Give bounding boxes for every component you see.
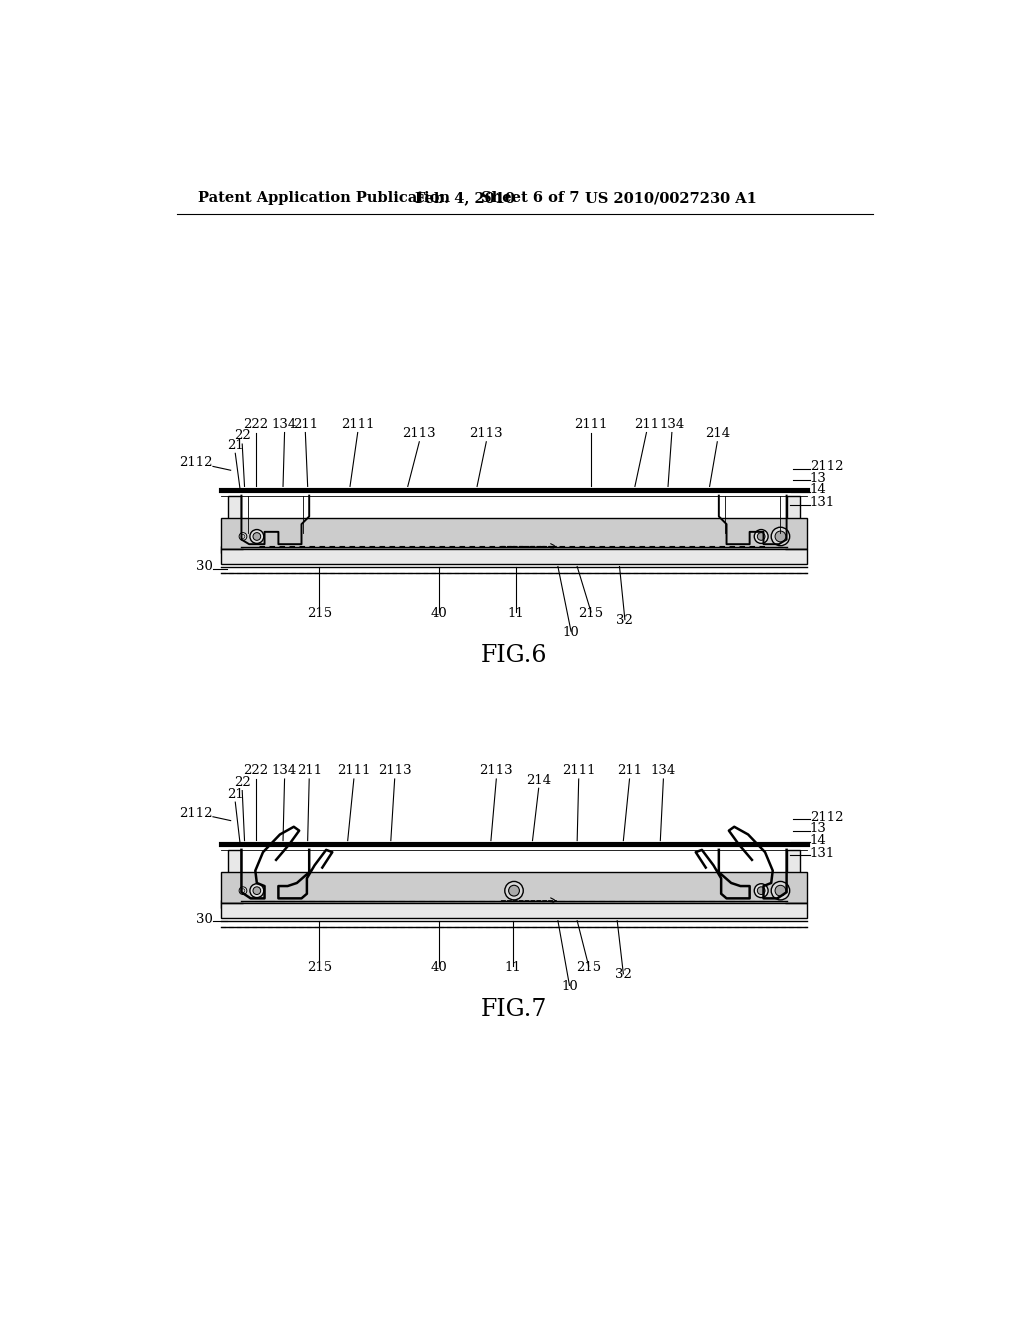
Text: 2111: 2111 xyxy=(341,418,375,430)
Circle shape xyxy=(755,529,768,544)
Text: 2112: 2112 xyxy=(810,461,843,474)
Text: Patent Application Publication: Patent Application Publication xyxy=(199,191,451,206)
Text: 14: 14 xyxy=(810,483,826,496)
Text: FIG.7: FIG.7 xyxy=(481,998,547,1020)
Text: Feb. 4, 2010: Feb. 4, 2010 xyxy=(416,191,515,206)
Text: 13: 13 xyxy=(810,471,826,484)
Circle shape xyxy=(250,884,264,898)
Text: 134: 134 xyxy=(659,418,684,430)
Text: 2113: 2113 xyxy=(479,764,513,777)
Text: 215: 215 xyxy=(306,961,332,974)
Text: 11: 11 xyxy=(507,607,524,619)
Circle shape xyxy=(253,532,261,540)
Bar xyxy=(786,850,801,902)
Circle shape xyxy=(755,884,768,898)
Bar xyxy=(780,900,801,908)
Circle shape xyxy=(240,887,247,895)
Text: 215: 215 xyxy=(577,961,601,974)
Text: 22: 22 xyxy=(233,776,251,789)
Text: 211: 211 xyxy=(634,418,659,430)
Bar xyxy=(221,517,807,549)
Text: 21: 21 xyxy=(227,440,244,453)
Text: 134: 134 xyxy=(272,764,297,777)
Bar xyxy=(786,495,801,548)
Text: 40: 40 xyxy=(430,607,446,619)
Circle shape xyxy=(509,886,519,896)
Circle shape xyxy=(240,532,247,540)
Text: 22: 22 xyxy=(233,429,251,442)
Text: 2112: 2112 xyxy=(179,807,213,820)
Text: 2111: 2111 xyxy=(574,418,608,430)
Circle shape xyxy=(758,887,765,895)
Text: 211: 211 xyxy=(297,764,322,777)
Text: 14: 14 xyxy=(810,834,826,846)
Text: 30: 30 xyxy=(196,561,213,573)
Bar xyxy=(221,900,242,908)
Text: 2111: 2111 xyxy=(337,764,371,777)
Text: 2113: 2113 xyxy=(402,428,436,440)
Text: 131: 131 xyxy=(810,496,835,510)
Bar xyxy=(227,495,242,548)
Text: 134: 134 xyxy=(651,764,676,777)
Text: 10: 10 xyxy=(562,626,580,639)
Text: 131: 131 xyxy=(810,847,835,859)
Circle shape xyxy=(771,882,790,900)
Circle shape xyxy=(775,531,785,543)
Bar xyxy=(221,873,807,903)
Text: 13: 13 xyxy=(810,822,826,836)
Text: 32: 32 xyxy=(615,969,632,982)
Bar xyxy=(221,903,807,919)
Text: 11: 11 xyxy=(505,961,521,974)
Text: Sheet 6 of 7: Sheet 6 of 7 xyxy=(481,191,580,206)
Text: 214: 214 xyxy=(705,428,730,440)
Text: 2112: 2112 xyxy=(810,810,843,824)
Text: 215: 215 xyxy=(579,607,603,619)
Bar xyxy=(780,545,801,553)
Text: 21: 21 xyxy=(227,788,244,800)
Text: 10: 10 xyxy=(561,979,578,993)
Text: 32: 32 xyxy=(616,614,633,627)
Circle shape xyxy=(775,886,785,896)
Text: FIG.6: FIG.6 xyxy=(481,644,547,667)
Circle shape xyxy=(241,535,245,539)
Text: 30: 30 xyxy=(196,913,213,927)
Bar xyxy=(221,545,242,553)
Circle shape xyxy=(758,532,765,540)
Bar xyxy=(227,850,242,902)
Circle shape xyxy=(771,527,790,545)
Text: 222: 222 xyxy=(244,764,268,777)
Text: US 2010/0027230 A1: US 2010/0027230 A1 xyxy=(585,191,757,206)
Text: 211: 211 xyxy=(293,418,317,430)
Circle shape xyxy=(505,882,523,900)
Circle shape xyxy=(241,888,245,892)
Circle shape xyxy=(253,887,261,895)
Text: 214: 214 xyxy=(526,774,551,787)
Bar xyxy=(255,899,773,903)
Bar xyxy=(221,549,807,564)
Text: 2113: 2113 xyxy=(469,428,503,440)
Bar xyxy=(255,544,773,549)
Text: 2111: 2111 xyxy=(562,764,595,777)
Text: 2113: 2113 xyxy=(378,764,412,777)
Text: 222: 222 xyxy=(244,418,268,430)
Text: 134: 134 xyxy=(272,418,297,430)
Text: 211: 211 xyxy=(616,764,642,777)
Text: 215: 215 xyxy=(306,607,332,619)
Circle shape xyxy=(250,529,264,544)
Text: 2112: 2112 xyxy=(179,457,213,470)
Text: 40: 40 xyxy=(430,961,446,974)
